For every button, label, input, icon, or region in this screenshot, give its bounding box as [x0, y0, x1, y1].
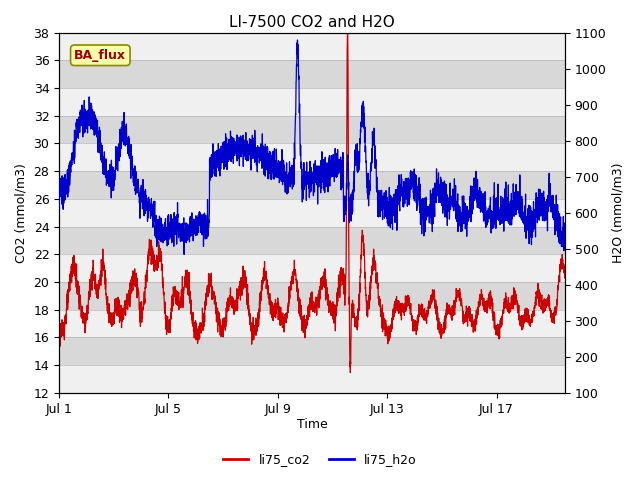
Y-axis label: CO2 (mmol/m3): CO2 (mmol/m3): [15, 163, 28, 263]
Bar: [59, 199, 565, 227]
Bar: [59, 33, 565, 60]
Bar: [59, 310, 565, 337]
Bar: [59, 88, 565, 116]
Legend: li75_co2, li75_h2o: li75_co2, li75_h2o: [218, 448, 422, 471]
Bar: [59, 144, 565, 171]
Text: BA_flux: BA_flux: [74, 49, 126, 62]
Bar: [59, 365, 565, 393]
Title: LI-7500 CO2 and H2O: LI-7500 CO2 and H2O: [229, 15, 395, 30]
X-axis label: Time: Time: [296, 419, 328, 432]
Bar: [59, 254, 565, 282]
Y-axis label: H2O (mmol/m3): H2O (mmol/m3): [612, 162, 625, 263]
